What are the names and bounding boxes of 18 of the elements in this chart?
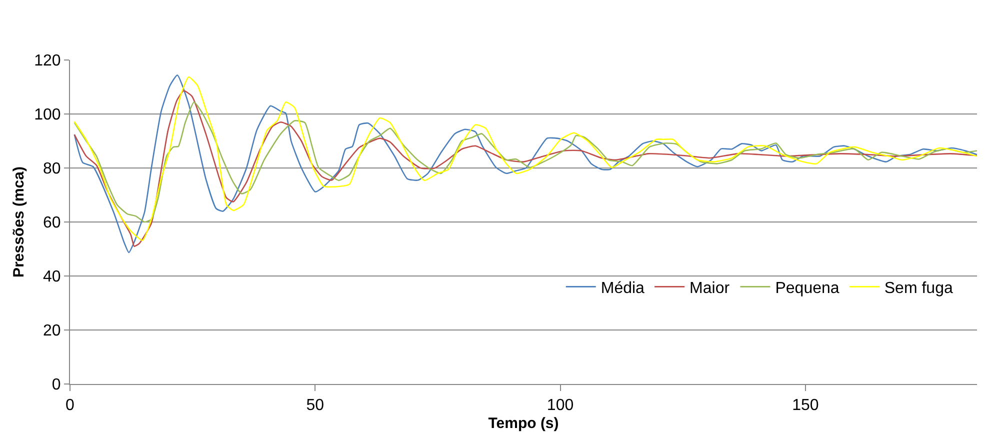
x-tick-label: 100 <box>546 397 574 414</box>
y-tick-label: 60 <box>43 214 61 232</box>
legend-label: Média <box>600 280 645 297</box>
x-axis-title: Tempo (s) <box>488 415 559 432</box>
legend-label: Pequena <box>775 280 840 297</box>
x-tick-label: 0 <box>66 397 75 414</box>
y-tick-label: 40 <box>43 268 61 286</box>
y-tick-label: 100 <box>34 106 61 124</box>
y-tick-label: 20 <box>43 322 61 340</box>
legend-label: Sem fuga <box>884 280 953 297</box>
y-tick-label: 80 <box>43 160 61 178</box>
y-axis-title: Pressões (mca) <box>10 166 28 278</box>
x-tick-label: 50 <box>306 397 324 414</box>
y-tick-label: 120 <box>34 52 61 70</box>
line-series <box>74 101 977 223</box>
y-tick-label: 0 <box>52 376 61 394</box>
legend-label: Maior <box>690 280 730 297</box>
x-tick-label: 150 <box>792 397 819 414</box>
